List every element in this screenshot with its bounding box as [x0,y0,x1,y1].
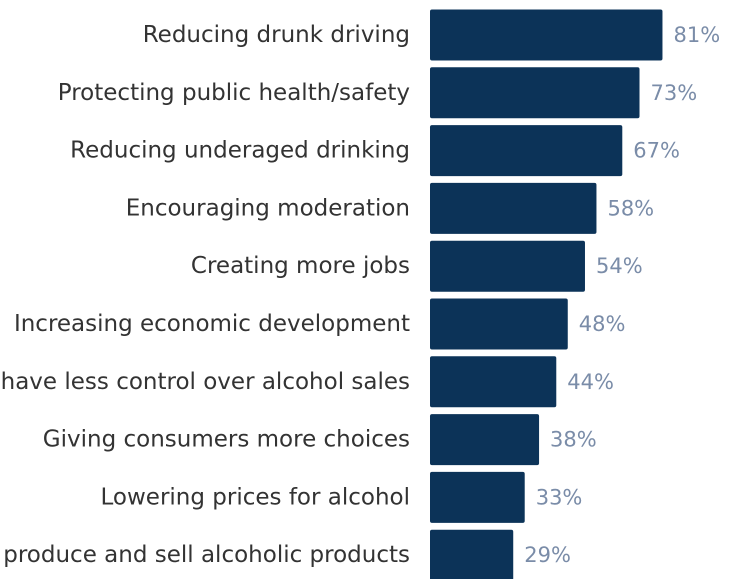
bar-row: Increasing economic development 48% [14,298,626,350]
bar [430,356,557,408]
category-label: Encouraging moderation [126,195,410,221]
category-label: Creating more jobs [191,253,410,279]
category-label: have less control over alcohol sales [1,369,410,395]
bar [430,414,540,466]
bar [430,9,663,61]
category-label: Reducing underaged drinking [70,138,410,164]
bar [430,471,525,523]
value-label: 54% [596,254,643,278]
value-label: 38% [550,428,597,452]
bar [430,67,640,119]
category-label: Lowering prices for alcohol [101,484,411,510]
category-label: Increasing economic development [14,311,410,337]
value-label: 44% [567,370,614,394]
category-label: produce and sell alcoholic products [3,542,410,568]
value-label: 48% [579,312,626,336]
bar-row: Creating more jobs 54% [191,240,643,292]
value-label: 33% [536,485,583,509]
bar [430,182,597,234]
bar [430,240,585,292]
value-label: 58% [607,196,654,220]
value-label: 73% [651,81,698,105]
value-label: 81% [673,23,720,47]
bar-row: produce and sell alcoholic products 29% [3,529,571,579]
bar-row: Giving consumers more choices 38% [43,414,597,466]
bar [430,125,623,177]
value-label: 29% [524,543,571,567]
bar-row: Encouraging moderation 58% [126,182,654,234]
bar [430,298,568,350]
value-label: 67% [633,139,680,163]
category-label: Reducing drunk driving [143,22,410,48]
bar-row: have less control over alcohol sales 44% [1,356,614,408]
bar-row: Reducing drunk driving 81% [143,9,720,61]
bar [430,529,514,579]
category-label: Giving consumers more choices [43,427,410,453]
bar-row: Protecting public health/safety 73% [58,67,698,119]
bar-row: Reducing underaged drinking 67% [70,125,680,177]
category-label: Protecting public health/safety [58,80,410,106]
bar-row: Lowering prices for alcohol 33% [101,471,583,523]
